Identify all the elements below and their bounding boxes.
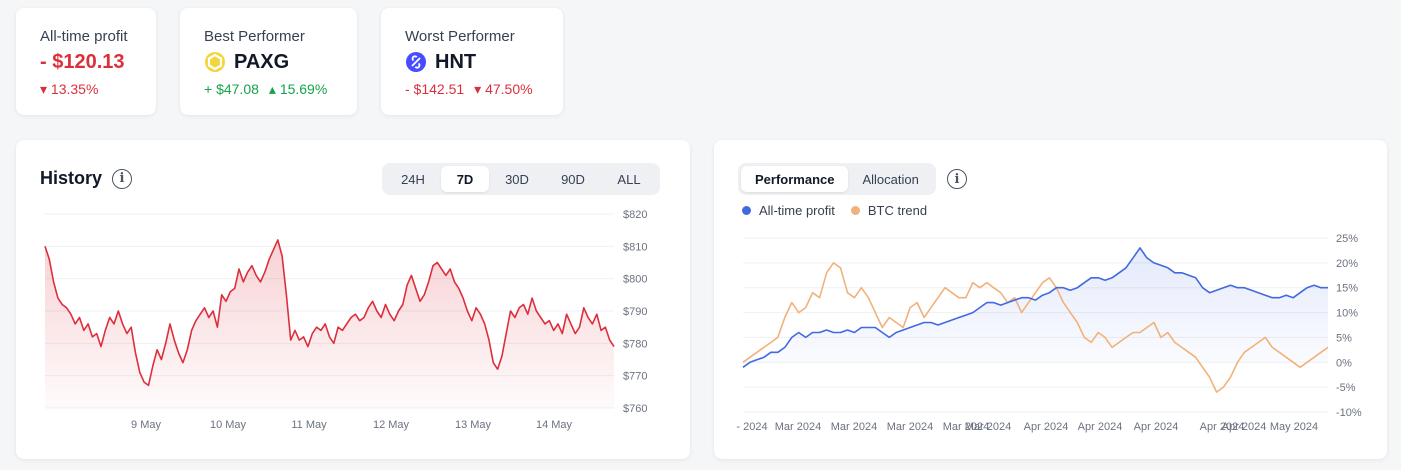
- range-button-24h[interactable]: 24H: [401, 171, 425, 187]
- y-tick-label: -10%: [1336, 407, 1362, 419]
- range-button-30d[interactable]: 30D: [505, 171, 529, 187]
- btc-trend-line: [742, 262, 1329, 393]
- x-tick-label: Mar 2024: [775, 421, 821, 433]
- worst-performer-amount: - $142.51: [405, 81, 465, 97]
- x-tick-label: Mar 2024: [831, 421, 877, 433]
- best-performer-amount: + $47.08: [204, 81, 259, 97]
- all-time-change-value: 13.35%: [50, 81, 99, 97]
- worst-performer-label: Worst Performer: [405, 28, 515, 45]
- history-area: [45, 239, 614, 408]
- all-time-profit-line: [742, 247, 1328, 368]
- x-tick-label: 13 May: [455, 419, 492, 431]
- range-button-all[interactable]: ALL: [617, 171, 641, 187]
- x-tick-label: 9 May: [131, 419, 161, 431]
- caret-down-icon: ▾: [40, 81, 48, 97]
- y-tick-label: 15%: [1336, 283, 1358, 295]
- all-time-profit-label: All-time profit: [40, 28, 128, 45]
- hnt-coin-icon: [405, 51, 427, 73]
- legend-dot-icon: [850, 206, 860, 215]
- history-line: [44, 239, 615, 387]
- info-icon[interactable]: i: [947, 169, 967, 189]
- history-card: History i 24H 7D 30D 90D ALL $820 $810 $800 $79…: [16, 140, 690, 459]
- worst-performer-card[interactable]: Worst Performer HNT - $142.51 ▾ 47.50%: [381, 8, 563, 115]
- x-tick-label: Apr 2024: [1134, 421, 1179, 433]
- legend-label: All-time profit: [759, 203, 835, 218]
- best-performer-card[interactable]: Best Performer PAXG + $47.08 ▴ 15.69%: [180, 8, 357, 115]
- paxg-coin-icon: [204, 51, 226, 73]
- x-tick-label: - 2024: [736, 421, 767, 433]
- legend-item-1[interactable]: BTC trend: [850, 203, 928, 218]
- history-header: History i: [40, 168, 133, 189]
- y-tick-label: $810: [623, 241, 647, 253]
- best-performer-change: ▴ 15.69%: [269, 81, 327, 98]
- x-tick-label: Apr 2024: [1024, 421, 1069, 433]
- x-tick-label: Mar 2024: [887, 421, 933, 433]
- caret-up-icon: ▴: [268, 81, 276, 97]
- y-tick-label: 25%: [1336, 233, 1358, 245]
- y-tick-label: -5%: [1336, 382, 1356, 394]
- performance-card: Performance Allocation i All-time profit B…: [714, 140, 1387, 459]
- y-tick-label: $800: [623, 274, 647, 286]
- x-tick-label: Mar 2024: [965, 421, 1011, 433]
- performance-tabs: Performance Allocation: [738, 163, 936, 195]
- x-tick-label: 14 May: [536, 419, 573, 431]
- all-time-profit-card: All-time profit - $120.13 ▾ 13.35%: [16, 8, 156, 115]
- range-button-90d[interactable]: 90D: [561, 171, 585, 187]
- best-change-value: 15.69%: [279, 81, 328, 97]
- x-tick-label: May 2024: [1270, 421, 1318, 433]
- best-performer-symbol: PAXG: [234, 50, 290, 73]
- y-tick-label: $790: [623, 306, 647, 318]
- y-tick-label: 0%: [1336, 357, 1352, 369]
- range-selector: 24H 7D 30D 90D ALL: [382, 163, 660, 195]
- x-tick-label: 11 May: [291, 419, 327, 431]
- all-time-profit-value: - $120.13: [40, 50, 125, 73]
- x-tick-label: Apr 2024: [1222, 421, 1267, 433]
- y-tick-label: $820: [623, 209, 647, 221]
- history-title: History: [40, 168, 103, 188]
- y-tick-label: 5%: [1336, 332, 1352, 344]
- best-performer-label: Best Performer: [204, 28, 305, 45]
- x-tick-label: Mar 2024: [943, 421, 989, 433]
- x-tick-label: 12 May: [373, 419, 410, 431]
- info-icon[interactable]: i: [112, 168, 133, 189]
- y-tick-label: $770: [623, 371, 647, 383]
- range-button-7d[interactable]: 7D: [441, 166, 489, 192]
- y-tick-label: $780: [623, 338, 647, 350]
- caret-down-icon: ▾: [474, 81, 482, 97]
- x-tick-label: Apr 2024: [1200, 421, 1245, 433]
- history-chart: $820 $810 $800 $790 $780 $770 $760 9 May 10 May 1…: [44, 209, 647, 431]
- performance-chart: 25%20%15%10%5%0%-5%-10%- 2024 Mar 2024 Mar…: [736, 233, 1362, 433]
- legend-label: BTC trend: [867, 203, 928, 218]
- all-time-profit-change: ▾ 13.35%: [40, 81, 98, 98]
- chart-legend: All-time profit BTC trend: [742, 203, 927, 218]
- worst-change-value: 47.50%: [485, 81, 533, 97]
- tab-allocation[interactable]: Allocation: [862, 171, 919, 187]
- x-tick-label: Apr 2024: [1078, 421, 1123, 433]
- y-tick-label: $760: [623, 403, 647, 415]
- worst-performer-change: ▾ 47.50%: [474, 81, 532, 98]
- x-tick-label: 10 May: [210, 419, 247, 431]
- y-tick-label: 10%: [1336, 308, 1358, 320]
- y-tick-label: 20%: [1336, 258, 1358, 270]
- legend-item-0[interactable]: All-time profit: [742, 203, 835, 218]
- legend-dot-icon: [742, 206, 751, 215]
- worst-performer-symbol: HNT: [435, 50, 477, 73]
- tab-performance[interactable]: Performance: [741, 166, 849, 192]
